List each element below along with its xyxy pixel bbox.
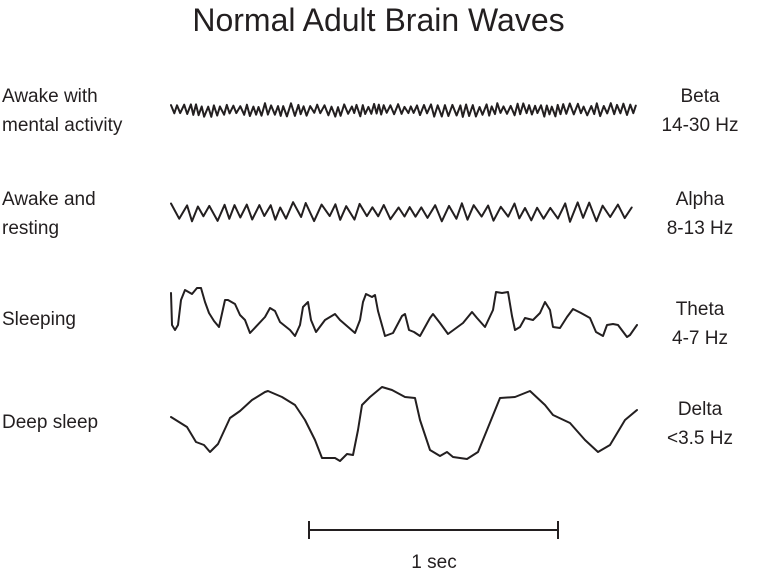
band-range: 8-13 Hz [666, 218, 734, 239]
theta-wave [170, 287, 638, 338]
band-name: Delta [677, 399, 723, 420]
band-label-beta: Beta 14-30 Hz [650, 82, 750, 140]
diagram-title: Normal Adult Brain Waves [192, 2, 565, 38]
state-line: Awake and [2, 189, 96, 210]
scale-bar-label: 1 sec [411, 552, 457, 573]
beta-wave [170, 102, 637, 118]
state-label-delta: Deep sleep [2, 412, 99, 433]
state-label-beta: Awake with mental activity [2, 82, 122, 140]
scale-bar [308, 521, 559, 539]
band-name: Beta [680, 86, 720, 107]
state-line: Awake with [2, 86, 98, 107]
band-label-delta: Delta <3.5 Hz [650, 395, 750, 453]
band-label-alpha: Alpha 8-13 Hz [650, 185, 750, 243]
band-range: 14-30 Hz [661, 115, 739, 136]
state-label-theta: Sleeping [2, 309, 76, 330]
band-label-theta: Theta 4-7 Hz [650, 295, 750, 353]
band-name: Alpha [675, 189, 725, 210]
band-range: 4-7 Hz [672, 328, 728, 349]
alpha-wave [170, 201, 633, 223]
state-label-alpha: Awake and resting [2, 185, 96, 243]
band-name: Theta [675, 299, 725, 320]
delta-wave [170, 386, 638, 462]
band-range: <3.5 Hz [666, 428, 733, 449]
state-line: mental activity [2, 115, 123, 136]
state-line: resting [2, 218, 60, 239]
